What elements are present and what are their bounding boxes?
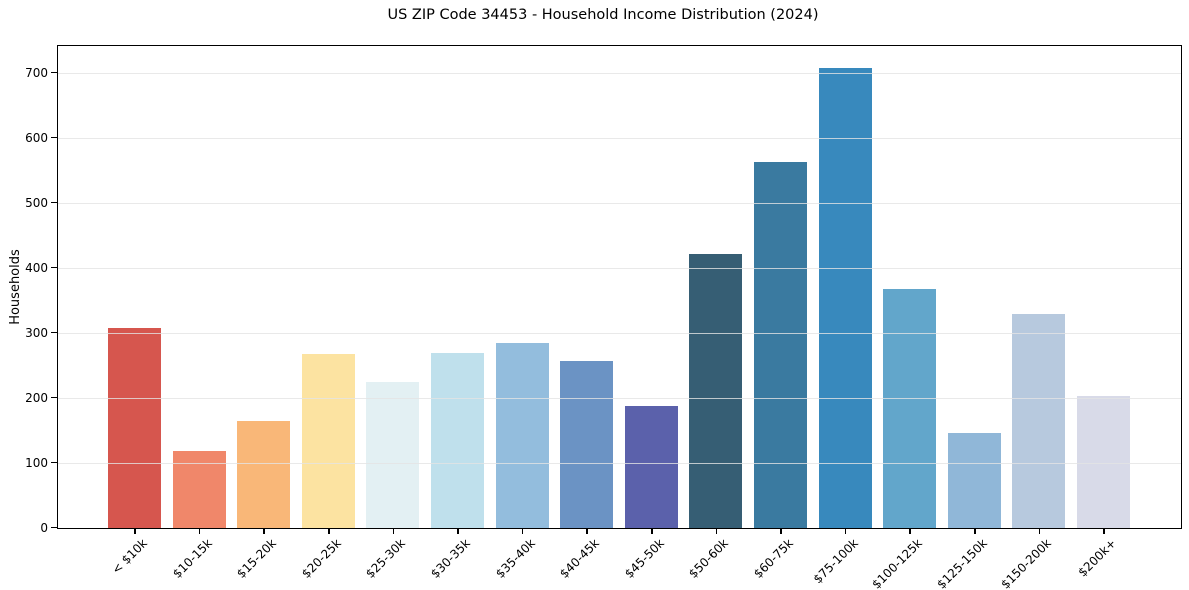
y-tick-label: 500 — [25, 195, 48, 210]
gridline-500 — [57, 202, 1181, 204]
y-tick-label: 400 — [25, 260, 48, 275]
y-tick-mark — [50, 461, 57, 464]
bar-$35-40k — [495, 343, 549, 528]
x-tick-mark — [974, 529, 976, 534]
y-axis-label: Households — [8, 249, 23, 325]
bar-$40-45k — [560, 360, 614, 528]
bar-$150-200k — [1012, 313, 1066, 528]
x-tick-mark — [457, 529, 459, 534]
y-tick-label: 100 — [25, 455, 48, 470]
bar-$50-60k — [689, 253, 743, 528]
y-tick-mark — [50, 526, 57, 529]
x-tick-mark — [521, 529, 524, 534]
bar-$25-30k — [366, 381, 420, 528]
x-tick-mark — [263, 529, 265, 534]
bar-$75-100k — [818, 67, 872, 528]
y-tick-label: 700 — [25, 65, 48, 80]
y-tick-mark — [50, 136, 57, 139]
y-tick-mark — [50, 396, 57, 399]
x-tick-mark — [1103, 529, 1105, 534]
y-tick-mark — [50, 331, 57, 334]
bar-$15-20k — [237, 420, 291, 528]
bar-$10-15k — [172, 451, 226, 528]
gridline-300 — [57, 332, 1181, 334]
bar-$200k+ — [1077, 396, 1130, 528]
bar-$60-75k — [754, 162, 807, 528]
y-tick-mark — [50, 266, 57, 269]
y-tick-label: 600 — [25, 130, 48, 145]
gridline-100 — [57, 462, 1181, 464]
x-tick-mark — [392, 529, 395, 534]
y-tick-label: 300 — [25, 325, 48, 340]
y-tick-label: 0 — [40, 520, 48, 535]
y-tick-mark — [50, 201, 57, 204]
x-tick-mark — [844, 529, 847, 534]
x-tick-mark — [780, 529, 782, 534]
x-tick-mark — [651, 529, 653, 534]
gridline-200 — [57, 397, 1181, 399]
bar-$30-35k — [431, 352, 484, 528]
bar-$45-50k — [624, 406, 678, 528]
x-tick-mark — [198, 529, 201, 534]
y-tick-mark — [50, 71, 57, 74]
bar-< $10k — [108, 327, 161, 528]
x-tick-label: < $10k — [109, 536, 150, 577]
gridline-600 — [57, 137, 1181, 139]
y-tick-label: 200 — [25, 390, 48, 405]
gridline-700 — [57, 72, 1181, 74]
bar-$125-150k — [947, 433, 1001, 528]
bar-$100-125k — [883, 288, 937, 528]
x-tick-mark — [328, 529, 330, 534]
chart-title: US ZIP Code 34453 - Household Income Dis… — [387, 7, 819, 23]
x-tick-mark — [1038, 529, 1041, 534]
bar-$20-25k — [301, 354, 355, 528]
gridline-400 — [57, 267, 1181, 269]
plot-area — [56, 44, 1182, 529]
x-tick-mark — [586, 529, 588, 534]
x-tick-mark — [134, 529, 136, 534]
x-tick-mark — [715, 529, 718, 534]
x-tick-mark — [909, 529, 911, 534]
